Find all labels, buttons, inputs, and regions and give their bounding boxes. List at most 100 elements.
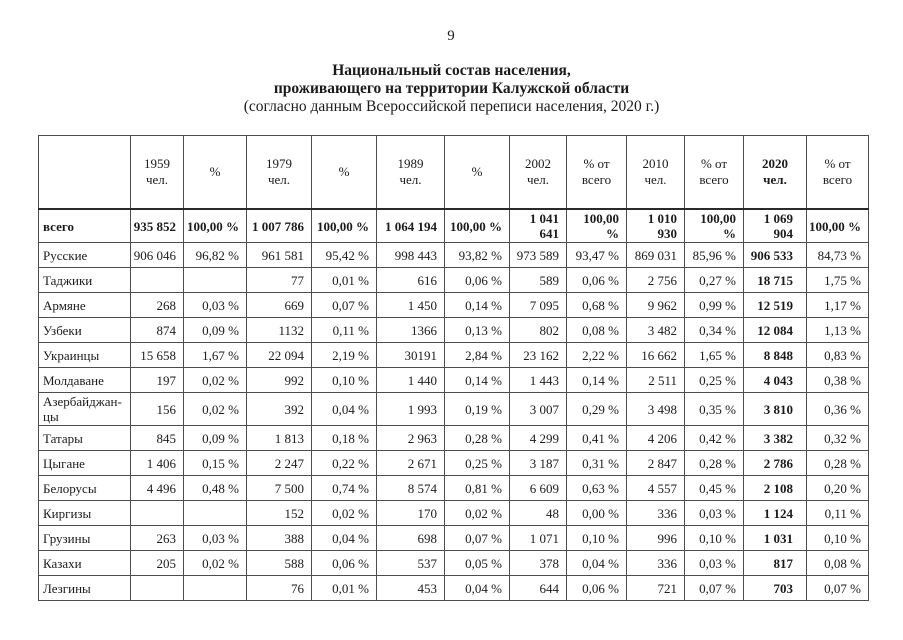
data-cell: 2 963: [376, 425, 445, 451]
row-label: Узбеки: [38, 317, 131, 343]
row-label: всего: [38, 208, 131, 243]
data-cell: 1,65 %: [684, 342, 744, 368]
data-cell: 961 581: [246, 242, 312, 268]
data-cell: 669: [246, 292, 312, 318]
row-label: Украинцы: [38, 342, 131, 368]
data-cell: 1132: [246, 317, 312, 343]
data-cell: 973 589: [509, 242, 567, 268]
data-cell: 7 500: [246, 475, 312, 501]
data-cell: 2,22 %: [566, 342, 627, 368]
table-row: Цыгане 1 406 0,15 % 2 247 0,22 % 2 671 0,25 % 3…: [38, 450, 869, 476]
data-cell: 0,74 %: [311, 475, 377, 501]
data-cell: 9 962: [626, 292, 685, 318]
data-cell: 703: [743, 575, 807, 601]
header-cell: 2002 чел.: [509, 135, 567, 210]
row-label: Белорусы: [38, 475, 131, 501]
data-cell: 3 498: [626, 392, 685, 426]
data-cell: [183, 575, 247, 601]
data-cell: 0,14 %: [444, 367, 510, 393]
data-cell: 0,28 %: [444, 425, 510, 451]
data-cell: 0,35 %: [684, 392, 744, 426]
data-cell: 0,11 %: [311, 317, 377, 343]
data-cell: 0,41 %: [566, 425, 627, 451]
data-cell: 0,02 %: [183, 550, 247, 576]
data-cell: 1 440: [376, 367, 445, 393]
data-cell: 0,31 %: [566, 450, 627, 476]
header-cell: 1989 чел.: [376, 135, 445, 210]
data-cell: 23 162: [509, 342, 567, 368]
data-cell: 48: [509, 500, 567, 526]
row-label: Русские: [38, 242, 131, 268]
data-cell: 100,00 %: [444, 208, 510, 243]
data-cell: 3 482: [626, 317, 685, 343]
data-cell: 6 609: [509, 475, 567, 501]
data-cell: 8 848: [743, 342, 807, 368]
data-cell: 0,28 %: [806, 450, 869, 476]
header-cell: 1959 чел.: [130, 135, 184, 210]
header-cell: [38, 135, 131, 210]
data-cell: 76: [246, 575, 312, 601]
data-cell: 0,14 %: [566, 367, 627, 393]
title-line-2: проживающего на территории Калужской обл…: [273, 80, 630, 97]
row-label: Лезгины: [38, 575, 131, 601]
data-cell: 0,01 %: [311, 575, 377, 601]
title-line-1: Национальный состав населения,: [332, 62, 571, 79]
data-cell: 869 031: [626, 242, 685, 268]
data-cell: 1 993: [376, 392, 445, 426]
data-cell: 0,01 %: [311, 267, 377, 293]
data-cell: 197: [130, 367, 184, 393]
table-row: Татары 845 0,09 % 1 813 0,18 % 2 963 0,28 % 4 2…: [38, 425, 869, 451]
data-cell: 0,99 %: [684, 292, 744, 318]
table-row: Грузины 263 0,03 % 388 0,04 % 698 0,07 % 1 071 0…: [38, 525, 869, 551]
header-cell: %: [183, 135, 247, 210]
data-cell: 18 715: [743, 267, 807, 293]
data-cell: 0,06 %: [566, 575, 627, 601]
data-cell: 263: [130, 525, 184, 551]
data-cell: 845: [130, 425, 184, 451]
data-cell: 0,09 %: [183, 317, 247, 343]
row-label: Киргизы: [38, 500, 131, 526]
header-cell: %: [444, 135, 510, 210]
data-cell: 0,03 %: [684, 500, 744, 526]
data-cell: 96,82 %: [183, 242, 247, 268]
data-cell: 2 108: [743, 475, 807, 501]
data-cell: 336: [626, 550, 685, 576]
data-cell: 1 064 194: [376, 208, 445, 243]
data-cell: 0,42 %: [684, 425, 744, 451]
table-row: Лезгины 76 0,01 % 453 0,04 % 644 0,06 % 721 0,07…: [38, 575, 869, 601]
table-row: Киргизы 152 0,02 % 170 0,02 % 48 0,00 % 336 0,03…: [38, 500, 869, 526]
data-cell: 0,07 %: [806, 575, 869, 601]
data-cell: 537: [376, 550, 445, 576]
data-cell: 1,17 %: [806, 292, 869, 318]
data-cell: 906 046: [130, 242, 184, 268]
data-cell: [183, 500, 247, 526]
header-cell: 2010 чел.: [626, 135, 685, 210]
document-title: Национальный состав населения, проживающ…: [0, 62, 903, 116]
header-cell: % от всего: [806, 135, 869, 210]
data-cell: 1,75 %: [806, 267, 869, 293]
data-cell: 2 786: [743, 450, 807, 476]
data-cell: 0,27 %: [684, 267, 744, 293]
header-cell: 2020 чел.: [743, 135, 807, 210]
page-number: 9: [447, 28, 456, 44]
data-cell: 0,11 %: [806, 500, 869, 526]
data-cell: 2 511: [626, 367, 685, 393]
data-cell: 0,18 %: [311, 425, 377, 451]
census-table: 1959 чел.% 1979 чел.% 1989 чел.% 2002 чел.%…: [38, 135, 869, 601]
data-cell: 0,00 %: [566, 500, 627, 526]
data-cell: 12 519: [743, 292, 807, 318]
data-cell: 4 496: [130, 475, 184, 501]
table-row: Азербайджан-цы 156 0,02 % 392 0,04 % 1 993 0,1…: [38, 392, 869, 426]
row-label: Молдаване: [38, 367, 131, 393]
data-cell: 0,36 %: [806, 392, 869, 426]
row-label: Казахи: [38, 550, 131, 576]
data-cell: 721: [626, 575, 685, 601]
data-cell: 453: [376, 575, 445, 601]
row-label: Цыгане: [38, 450, 131, 476]
data-cell: 906 533: [743, 242, 807, 268]
data-cell: 644: [509, 575, 567, 601]
data-cell: 1 010 930: [626, 208, 685, 243]
data-cell: 93,47 %: [566, 242, 627, 268]
data-cell: 0,14 %: [444, 292, 510, 318]
data-cell: 0,25 %: [444, 450, 510, 476]
